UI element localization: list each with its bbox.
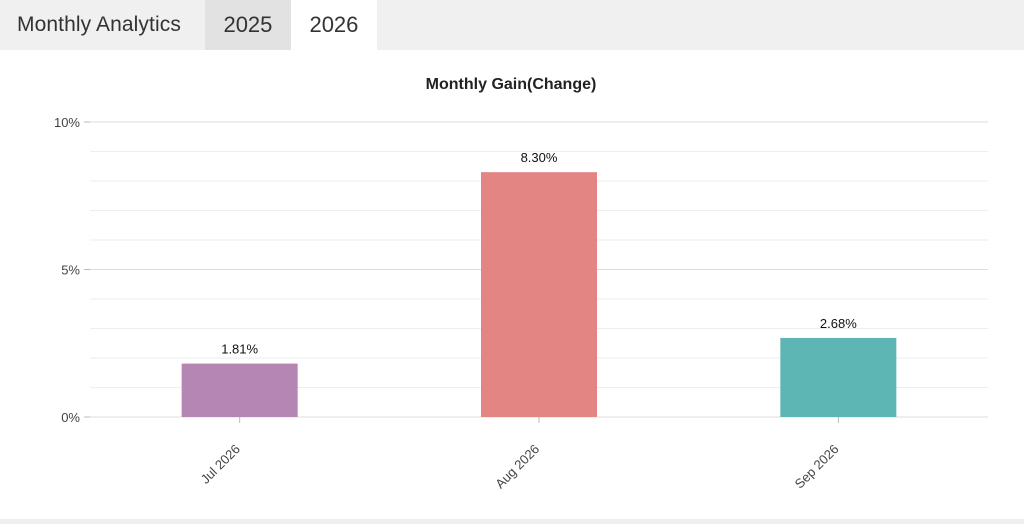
y-tick-label: 5% — [61, 263, 80, 278]
value-labels: 1.81% 8.30% 2.68% — [221, 150, 857, 356]
app-title: Monthly Analytics — [17, 13, 181, 36]
chart-title: Monthly Gain(Change) — [426, 76, 597, 93]
x-axis: Jul 2026 Aug 2026 Sep 2026 — [198, 417, 842, 491]
bar — [780, 337, 897, 417]
x-tick-label: Jul 2026 — [198, 441, 243, 486]
bars — [181, 172, 897, 417]
data-label: 1.81% — [221, 342, 258, 357]
data-label: 2.68% — [820, 316, 857, 331]
bar — [481, 172, 597, 417]
header-bar: Monthly Analytics 2025 2026 — [0, 0, 1024, 50]
y-tick-label: 0% — [61, 410, 80, 425]
y-tick-label: 10% — [54, 115, 80, 130]
tab-2025[interactable]: 2025 — [204, 0, 291, 50]
x-tick-label: Sep 2026 — [792, 441, 842, 491]
footer-divider — [0, 519, 1024, 524]
chart-container: Monthly Gain(Change) 0% 5% 10% 1.81% 8.30% 2… — [0, 50, 1024, 522]
data-label: 8.30% — [521, 150, 558, 165]
bar-chart: Monthly Gain(Change) 0% 5% 10% 1.81% 8.30% 2… — [54, 76, 988, 491]
y-axis: 0% 5% 10% — [54, 115, 90, 425]
bar — [181, 363, 298, 417]
x-tick-label: Aug 2026 — [492, 441, 542, 491]
tab-2026[interactable]: 2026 — [290, 0, 377, 50]
